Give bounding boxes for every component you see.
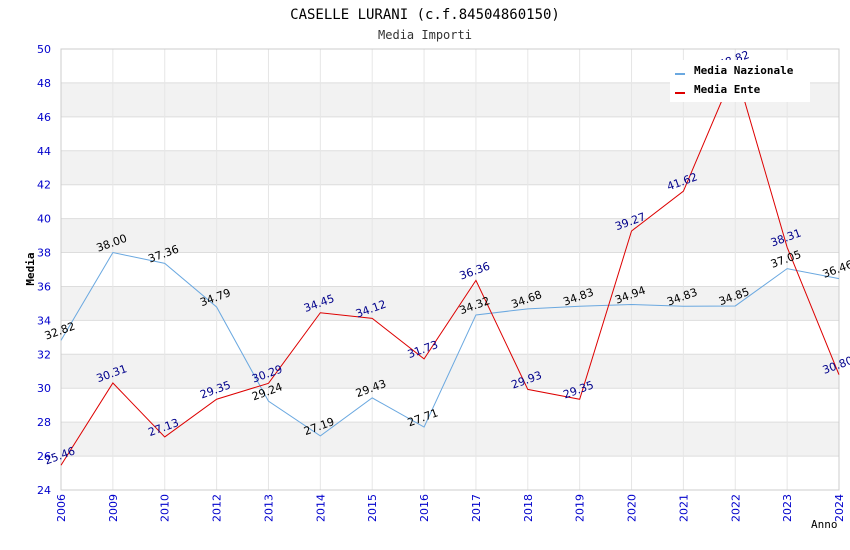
x-tick-label: 2015 (366, 494, 379, 522)
gridlines (60, 48, 840, 491)
data-label: 36.36 (458, 260, 492, 283)
x-tick-label: 2022 (729, 494, 742, 522)
y-tick-label: 48 (37, 77, 51, 90)
x-tick-label: 2013 (262, 494, 275, 522)
x-tick-label: 2010 (159, 494, 172, 522)
grid-band (61, 218, 839, 253)
chart-title: CASELLE LURANI (c.f.84504860150) (290, 7, 560, 23)
x-tick-label: 2020 (626, 494, 639, 522)
grid-band (61, 422, 839, 457)
x-tick-label: 2021 (677, 494, 690, 522)
x-tick-label: 2023 (781, 494, 794, 522)
data-label: 36.46 (821, 258, 850, 281)
grid-band (61, 286, 839, 321)
y-tick-label: 30 (37, 382, 51, 395)
legend-item: Media Nazionale (694, 64, 794, 77)
x-tick-label: 2019 (574, 494, 587, 522)
y-tick-label: 36 (37, 280, 51, 293)
y-tick-label: 34 (37, 314, 51, 327)
series-line (60, 67, 840, 466)
series-line (60, 251, 840, 437)
x-tick-label: 2014 (314, 494, 327, 522)
x-tick-label: 2016 (418, 494, 431, 522)
series-lines (60, 67, 840, 466)
y-tick-label: 24 (37, 484, 51, 497)
chart-subtitle: Media Importi (378, 28, 472, 42)
x-axis-label: Anno (811, 518, 838, 531)
y-tick-label: 28 (37, 416, 51, 429)
legend: Media Nazionale Media Ente (670, 60, 810, 102)
x-tick-label: 2017 (470, 494, 483, 522)
y-axis-label: Media (24, 252, 37, 285)
x-tick-label: 2012 (211, 494, 224, 522)
y-tick-label: 26 (37, 450, 51, 463)
y-tick-label: 40 (37, 213, 51, 226)
y-axis-ticks: 24 26 28 30 32 34 36 38 40 42 44 46 48 50 (37, 43, 51, 497)
x-tick-label: 2024 (833, 494, 846, 522)
y-tick-label: 44 (37, 145, 51, 158)
legend-item: Media Ente (694, 83, 761, 96)
plot-frame (60, 48, 840, 491)
x-axis-ticks: 2006 2009 2010 2012 2013 2014 2015 2016 2017 2018… (55, 494, 846, 522)
grid-band (61, 150, 839, 185)
y-tick-label: 46 (37, 111, 51, 124)
legend-box (670, 60, 810, 102)
x-tick-label: 2009 (107, 494, 120, 522)
y-tick-label: 38 (37, 247, 51, 260)
data-label: 25.46 (43, 444, 77, 467)
y-tick-label: 32 (37, 348, 51, 361)
grid-bands (61, 82, 839, 457)
x-tick-label: 2018 (522, 494, 535, 522)
y-tick-label: 50 (37, 43, 51, 56)
x-tick-label: 2006 (55, 494, 68, 522)
y-tick-label: 42 (37, 179, 51, 192)
